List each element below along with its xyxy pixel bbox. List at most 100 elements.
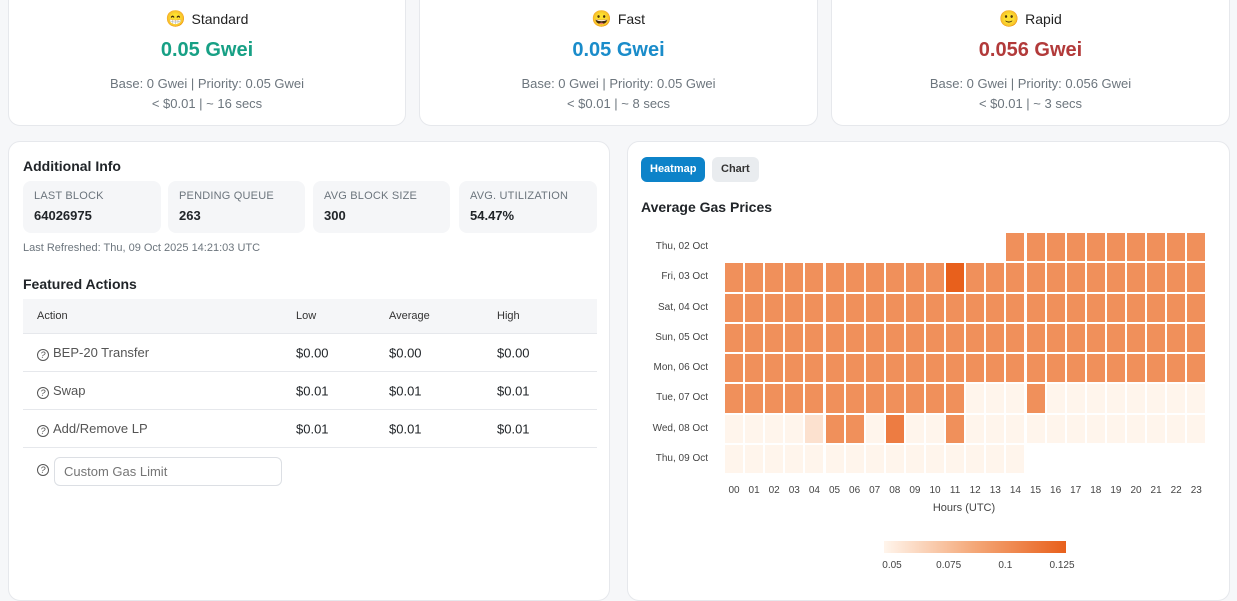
heatmap-cell[interactable] [784,383,805,414]
heatmap-cell[interactable] [1005,443,1026,474]
heatmap-cell[interactable] [724,322,745,353]
heatmap-cell[interactable] [1085,322,1106,353]
heatmap-cell[interactable] [844,322,865,353]
heatmap-cell[interactable] [1166,262,1187,293]
heatmap-cell[interactable] [1065,413,1086,444]
heatmap-cell[interactable] [1045,383,1066,414]
heatmap-cell[interactable] [804,413,825,444]
heatmap-cell[interactable] [985,443,1006,474]
heatmap-cell[interactable] [1065,353,1086,384]
heatmap-cell[interactable] [804,383,825,414]
heatmap-cell[interactable] [784,413,805,444]
heatmap-cell[interactable] [925,413,946,444]
heatmap-cell[interactable] [724,413,745,444]
heatmap-cell[interactable] [844,262,865,293]
heatmap-cell[interactable] [744,413,765,444]
heatmap-cell[interactable] [1085,262,1106,293]
heatmap-cell[interactable] [1025,413,1046,444]
heatmap-cell[interactable] [1146,262,1167,293]
heatmap-cell[interactable] [1025,322,1046,353]
tab-heatmap[interactable]: Heatmap [641,157,706,182]
heatmap-cell[interactable] [1186,262,1207,293]
heatmap-cell[interactable] [844,443,865,474]
heatmap-cell[interactable] [764,383,785,414]
heatmap-cell[interactable] [925,322,946,353]
heatmap-cell[interactable] [824,322,845,353]
heatmap-cell[interactable] [764,262,785,293]
help-icon[interactable]: ? [37,348,49,361]
heatmap-cell[interactable] [985,262,1006,293]
heatmap-cell[interactable] [804,353,825,384]
heatmap-cell[interactable] [945,443,966,474]
heatmap-cell[interactable] [724,383,745,414]
heatmap-cell[interactable] [1166,232,1187,263]
heatmap-cell[interactable] [1045,353,1066,384]
heatmap-cell[interactable] [784,292,805,323]
heatmap-cell[interactable] [824,292,845,323]
heatmap-cell[interactable] [1005,292,1026,323]
heatmap-cell[interactable] [784,262,805,293]
heatmap-cell[interactable] [1126,292,1147,323]
heatmap-cell[interactable] [904,292,925,323]
heatmap-cell[interactable] [1105,262,1126,293]
heatmap-cell[interactable] [1085,413,1106,444]
heatmap-cell[interactable] [1105,353,1126,384]
heatmap-cell[interactable] [744,262,765,293]
heatmap-cell[interactable] [945,353,966,384]
heatmap-cell[interactable] [884,262,905,293]
heatmap-cell[interactable] [1186,413,1207,444]
heatmap-cell[interactable] [1025,262,1046,293]
heatmap-cell[interactable] [1186,322,1207,353]
heatmap-cell[interactable] [724,443,745,474]
heatmap-cell[interactable] [945,413,966,444]
heatmap-cell[interactable] [1105,232,1126,263]
heatmap-cell[interactable] [844,383,865,414]
heatmap-cell[interactable] [1186,353,1207,384]
tab-chart[interactable]: Chart [712,157,759,182]
heatmap-cell[interactable] [1186,232,1207,263]
heatmap-cell[interactable] [965,413,986,444]
heatmap-cell[interactable] [1186,383,1207,414]
heatmap-cell[interactable] [1065,292,1086,323]
heatmap-cell[interactable] [1105,292,1126,323]
heatmap-cell[interactable] [1105,383,1126,414]
heatmap-cell[interactable] [985,353,1006,384]
heatmap-cell[interactable] [724,353,745,384]
heatmap-cell[interactable] [864,292,885,323]
heatmap-cell[interactable] [724,292,745,323]
heatmap-cell[interactable] [1085,383,1106,414]
heatmap-cell[interactable] [945,322,966,353]
heatmap-cell[interactable] [1146,322,1167,353]
heatmap-cell[interactable] [844,353,865,384]
heatmap-cell[interactable] [1025,353,1046,384]
heatmap-cell[interactable] [1025,292,1046,323]
heatmap-cell[interactable] [804,322,825,353]
heatmap-cell[interactable] [925,292,946,323]
heatmap-cell[interactable] [1005,322,1026,353]
heatmap-cell[interactable] [945,262,966,293]
heatmap-cell[interactable] [804,262,825,293]
heatmap-cell[interactable] [985,413,1006,444]
heatmap-cell[interactable] [1166,413,1187,444]
heatmap-cell[interactable] [744,322,765,353]
heatmap-cell[interactable] [1005,353,1026,384]
heatmap-cell[interactable] [925,353,946,384]
heatmap-cell[interactable] [1025,232,1046,263]
heatmap-cell[interactable] [1146,383,1167,414]
heatmap-cell[interactable] [1146,353,1167,384]
heatmap-cell[interactable] [965,292,986,323]
heatmap-cell[interactable] [884,383,905,414]
heatmap-cell[interactable] [904,262,925,293]
heatmap-cell[interactable] [764,322,785,353]
heatmap-cell[interactable] [764,443,785,474]
heatmap-cell[interactable] [1146,292,1167,323]
heatmap-cell[interactable] [824,443,845,474]
heatmap-cell[interactable] [965,353,986,384]
heatmap-cell[interactable] [884,353,905,384]
heatmap-cell[interactable] [824,353,845,384]
heatmap-cell[interactable] [744,383,765,414]
heatmap-cell[interactable] [985,383,1006,414]
heatmap-cell[interactable] [884,443,905,474]
heatmap-cell[interactable] [965,443,986,474]
heatmap-cell[interactable] [904,353,925,384]
